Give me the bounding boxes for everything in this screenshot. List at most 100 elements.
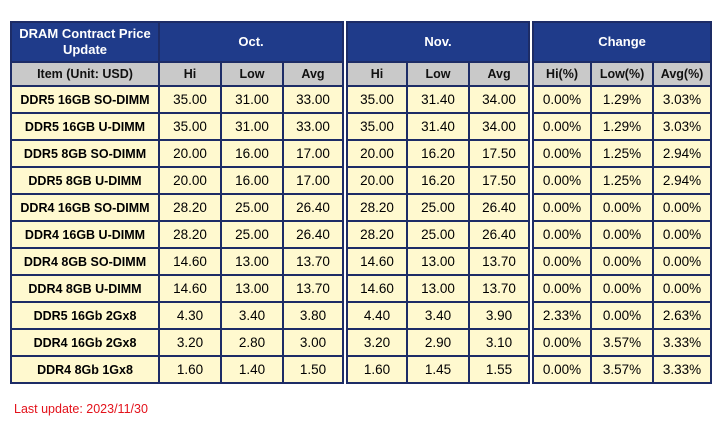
nov-hi-value: 4.40: [346, 301, 409, 330]
item-name: DDR5 16GB U-DIMM: [10, 112, 160, 141]
column-gap: [342, 248, 349, 275]
change-hi-pct: 0.00%: [532, 355, 593, 384]
change-hi-pct: 0.00%: [532, 139, 593, 168]
change-avg-pct: 3.33%: [652, 328, 713, 357]
item-unit-header: Item (Unit: USD): [10, 61, 160, 87]
change-low-pct: 1.29%: [590, 112, 655, 141]
nov-low-value: 25.00: [406, 220, 471, 249]
oct-low-value: 2.80: [220, 328, 284, 357]
oct-low-value: 31.00: [220, 112, 284, 141]
change-hi-pct: 2.33%: [532, 301, 593, 330]
oct-hi-value: 20.00: [158, 139, 222, 168]
table-row: DDR4 16GB U-DIMM 28.20 25.00 26.40 28.20 25.0…: [10, 220, 713, 249]
change-hi-pct: 0.00%: [532, 85, 593, 114]
table-body: DDR5 16GB SO-DIMM 35.00 31.00 33.00 35.00 31.…: [10, 85, 713, 384]
oct-header: Oct.: [157, 21, 345, 63]
nov-low-header: Low: [406, 61, 471, 87]
column-gap: [528, 140, 535, 167]
change-low-pct: 0.00%: [590, 301, 655, 330]
change-avg-pct: 2.63%: [652, 301, 713, 330]
table-row: DDR5 16Gb 2Gx8 4.30 3.40 3.80 4.40 3.40 3.90 2.…: [10, 301, 713, 330]
change-hi-pct: 0.00%: [532, 166, 593, 195]
nov-avg-value: 1.55: [468, 355, 531, 384]
oct-low-value: 25.00: [220, 220, 284, 249]
item-name: DDR5 16Gb 2Gx8: [10, 301, 160, 330]
change-header: Change: [532, 21, 713, 63]
oct-hi-value: 20.00: [158, 166, 222, 195]
change-hi-pct: 0.00%: [532, 112, 593, 141]
nov-hi-value: 1.60: [346, 355, 409, 384]
change-low-pct: 3.57%: [590, 328, 655, 357]
column-gap: [528, 86, 535, 113]
column-gap: [342, 62, 349, 86]
table-row: DDR5 8GB U-DIMM 20.00 16.00 17.00 20.00 16.20…: [10, 166, 713, 195]
change-avg-pct: 3.03%: [652, 85, 713, 114]
change-low-pct: 0.00%: [590, 193, 655, 222]
oct-hi-value: 28.20: [158, 193, 222, 222]
table-title: DRAM Contract Price Update: [10, 21, 160, 63]
change-low-pct: 1.25%: [590, 166, 655, 195]
change-avg-header: Avg(%): [652, 61, 713, 87]
column-gap: [528, 329, 535, 356]
nov-avg-value: 34.00: [468, 112, 531, 141]
item-name: DDR5 8GB U-DIMM: [10, 166, 160, 195]
oct-avg-value: 33.00: [281, 112, 345, 141]
oct-hi-value: 1.60: [158, 355, 222, 384]
oct-low-value: 1.40: [220, 355, 284, 384]
item-name: DDR4 16Gb 2Gx8: [10, 328, 160, 357]
nov-avg-value: 13.70: [468, 247, 531, 276]
oct-low-value: 13.00: [220, 274, 284, 303]
item-name: DDR4 16GB U-DIMM: [10, 220, 160, 249]
change-avg-pct: 2.94%: [652, 166, 713, 195]
change-avg-pct: 0.00%: [652, 247, 713, 276]
column-gap: [342, 113, 349, 140]
change-low-pct: 0.00%: [590, 274, 655, 303]
table-row: DDR4 8Gb 1Gx8 1.60 1.40 1.50 1.60 1.45 1.55 0.0…: [10, 355, 713, 384]
nov-low-value: 31.40: [406, 85, 471, 114]
table-row: DDR4 16GB SO-DIMM 28.20 25.00 26.40 28.20 25.…: [10, 193, 713, 222]
oct-low-value: 25.00: [220, 193, 284, 222]
oct-hi-value: 14.60: [158, 274, 222, 303]
table-row: DDR4 16Gb 2Gx8 3.20 2.80 3.00 3.20 2.90 3.10 0.…: [10, 328, 713, 357]
change-low-header: Low(%): [590, 61, 655, 87]
nov-hi-value: 28.20: [346, 193, 409, 222]
nov-low-value: 13.00: [406, 247, 471, 276]
column-gap: [528, 248, 535, 275]
nov-avg-value: 34.00: [468, 85, 531, 114]
last-update-text: Last update: 2023/11/30: [14, 402, 148, 416]
change-hi-pct: 0.00%: [532, 274, 593, 303]
nov-avg-value: 17.50: [468, 166, 531, 195]
nov-low-value: 1.45: [406, 355, 471, 384]
change-low-pct: 3.57%: [590, 355, 655, 384]
oct-avg-value: 33.00: [281, 85, 345, 114]
nov-avg-value: 26.40: [468, 193, 531, 222]
price-table-container: DRAM Contract Price Update Oct. Nov. Cha…: [10, 21, 713, 384]
change-low-pct: 0.00%: [590, 247, 655, 276]
item-name: DDR5 16GB SO-DIMM: [10, 85, 160, 114]
nov-avg-header: Avg: [468, 61, 531, 87]
nov-hi-value: 20.00: [346, 166, 409, 195]
column-gap: [342, 22, 349, 62]
nov-avg-value: 3.90: [468, 301, 531, 330]
change-low-pct: 1.25%: [590, 139, 655, 168]
oct-avg-value: 26.40: [281, 193, 345, 222]
oct-low-value: 16.00: [220, 166, 284, 195]
column-gap: [342, 329, 349, 356]
column-gap: [342, 167, 349, 194]
change-avg-pct: 0.00%: [652, 274, 713, 303]
change-hi-pct: 0.00%: [532, 328, 593, 357]
change-avg-pct: 2.94%: [652, 139, 713, 168]
column-gap: [342, 275, 349, 302]
nov-low-value: 2.90: [406, 328, 471, 357]
oct-avg-value: 3.80: [281, 301, 345, 330]
column-gap: [528, 62, 535, 86]
column-gap: [528, 167, 535, 194]
nov-avg-value: 13.70: [468, 274, 531, 303]
oct-low-header: Low: [220, 61, 284, 87]
column-gap: [342, 302, 349, 329]
item-name: DDR4 8Gb 1Gx8: [10, 355, 160, 384]
oct-avg-value: 1.50: [281, 355, 345, 384]
item-name: DDR5 8GB SO-DIMM: [10, 139, 160, 168]
change-avg-pct: 3.03%: [652, 112, 713, 141]
oct-hi-value: 28.20: [158, 220, 222, 249]
